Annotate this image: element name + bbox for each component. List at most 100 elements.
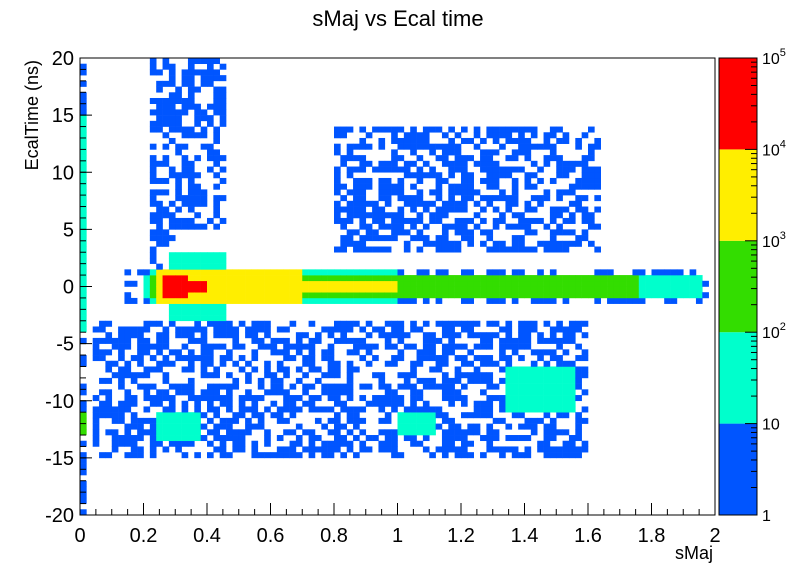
heatmap-cell: [232, 292, 240, 299]
heatmap-cell: [568, 452, 576, 459]
heatmap-cell: [118, 326, 125, 333]
heatmap-cell: [568, 200, 576, 207]
heatmap-cell: [632, 286, 640, 293]
heatmap-cell: [194, 320, 201, 327]
heatmap-cell: [461, 166, 468, 173]
heatmap-cell: [194, 195, 201, 202]
heatmap-cell: [137, 452, 144, 459]
heatmap-cell: [549, 240, 557, 247]
heatmap-cell: [207, 315, 214, 322]
heatmap-cell: [391, 286, 398, 293]
heatmap-cell: [181, 343, 189, 350]
heatmap-cell: [486, 423, 494, 430]
heatmap-cell: [403, 172, 411, 179]
heatmap-cell: [111, 360, 119, 367]
heatmap-cell: [276, 286, 284, 293]
heatmap-cell: [137, 349, 144, 356]
heatmap-cell: [156, 435, 163, 442]
heatmap-cell: [429, 275, 436, 282]
heatmap-cell: [334, 440, 341, 447]
heatmap-cell: [391, 400, 398, 407]
heatmap-cell: [461, 286, 468, 293]
heatmap-cell: [302, 297, 309, 304]
heatmap-cell: [194, 109, 201, 116]
heatmap-cell: [581, 332, 589, 339]
heatmap-cell: [149, 297, 157, 304]
heatmap-cell: [441, 452, 449, 459]
heatmap-cell: [486, 412, 494, 419]
heatmap-cell: [200, 326, 208, 333]
heatmap-cell: [619, 292, 627, 299]
heatmap-cell: [530, 172, 538, 179]
heatmap-cell: [270, 389, 278, 396]
heatmap-cell: [441, 223, 449, 230]
heatmap-cell: [403, 435, 411, 442]
heatmap-cell: [556, 406, 563, 413]
heatmap-cell: [480, 217, 487, 224]
heatmap-cell: [403, 412, 411, 419]
heatmap-cell: [346, 320, 354, 327]
heatmap-cell: [492, 360, 500, 367]
heatmap-cell: [397, 217, 405, 224]
heatmap-cell: [372, 395, 379, 402]
heatmap-cell: [175, 355, 182, 362]
heatmap-cell: [505, 155, 513, 162]
heatmap-cell: [410, 286, 417, 293]
heatmap-cell: [638, 292, 646, 299]
heatmap-cell: [619, 297, 627, 304]
heatmap-cell: [327, 417, 335, 424]
heatmap-cell: [543, 400, 551, 407]
heatmap-cell: [340, 435, 347, 442]
heatmap-cell: [416, 292, 424, 299]
heatmap-cell: [251, 275, 259, 282]
heatmap-cell: [441, 389, 449, 396]
heatmap-cell: [105, 429, 113, 436]
heatmap-cell: [530, 183, 538, 190]
heatmap-cell: [556, 343, 563, 350]
heatmap-cell: [168, 440, 176, 447]
heatmap-cell: [80, 212, 87, 219]
heatmap-cell: [226, 292, 233, 299]
heatmap-cell: [194, 263, 201, 270]
heatmap-cell: [397, 412, 405, 419]
heatmap-cell: [340, 275, 347, 282]
heatmap-cell: [575, 417, 582, 424]
heatmap-cell: [314, 286, 322, 293]
heatmap-cell: [664, 297, 671, 304]
heatmap-cell: [276, 417, 284, 424]
heatmap-cell: [168, 126, 176, 133]
heatmap-cell: [486, 269, 494, 276]
heatmap-cell: [213, 263, 220, 270]
heatmap-cell: [283, 269, 290, 276]
heatmap-cell: [353, 423, 360, 430]
heatmap-cell: [111, 417, 119, 424]
heatmap-cell: [530, 320, 538, 327]
heatmap-cell: [556, 446, 563, 453]
heatmap-cell: [454, 206, 462, 213]
heatmap-cell: [365, 212, 373, 219]
heatmap-cell: [384, 292, 392, 299]
heatmap-cell: [162, 377, 170, 384]
heatmap-cell: [435, 360, 443, 367]
heatmap-cell: [149, 177, 157, 184]
heatmap-cell: [168, 417, 176, 424]
heatmap-cell: [162, 372, 170, 379]
heatmap-cell: [194, 280, 201, 287]
heatmap-cell: [416, 275, 424, 282]
heatmap-cell: [213, 343, 220, 350]
heatmap-cell: [181, 286, 189, 293]
heatmap-cell: [187, 195, 195, 202]
heatmap-cell: [530, 423, 538, 430]
heatmap-cell: [461, 372, 468, 379]
heatmap-cell: [378, 446, 386, 453]
heatmap-cell: [562, 395, 570, 402]
heatmap-cell: [518, 240, 525, 247]
heatmap-cell: [168, 217, 176, 224]
heatmap-cell: [568, 446, 576, 453]
heatmap-cell: [80, 280, 87, 287]
heatmap-cell: [410, 172, 417, 179]
heatmap-cell: [130, 435, 138, 442]
heatmap-cell: [245, 326, 252, 333]
heatmap-cell: [581, 212, 589, 219]
heatmap-cell: [314, 377, 322, 384]
